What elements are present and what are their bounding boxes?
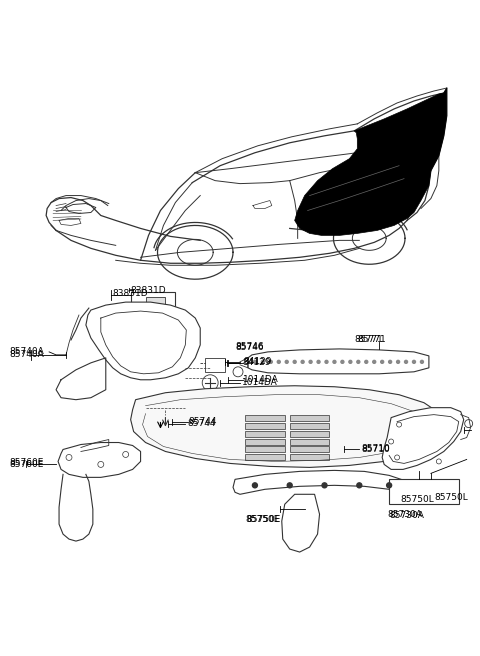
Circle shape	[309, 360, 312, 363]
Polygon shape	[131, 292, 175, 315]
Circle shape	[317, 360, 320, 363]
Polygon shape	[290, 415, 329, 420]
Polygon shape	[245, 438, 285, 445]
Text: 85750E: 85750E	[245, 515, 279, 523]
Text: 85771: 85771	[354, 335, 383, 344]
Polygon shape	[245, 447, 285, 453]
Circle shape	[262, 360, 264, 363]
Polygon shape	[86, 302, 200, 380]
Circle shape	[396, 360, 399, 363]
Circle shape	[381, 360, 384, 363]
Text: 85744: 85744	[188, 417, 217, 426]
Circle shape	[405, 360, 408, 363]
Circle shape	[301, 360, 304, 363]
Circle shape	[420, 360, 423, 363]
Polygon shape	[389, 480, 459, 504]
Circle shape	[349, 360, 352, 363]
Circle shape	[325, 360, 328, 363]
Text: 83831D: 83831D	[113, 289, 148, 298]
Circle shape	[357, 483, 362, 488]
Circle shape	[333, 360, 336, 363]
Circle shape	[252, 483, 257, 488]
Circle shape	[412, 360, 416, 363]
Text: 85771: 85771	[357, 335, 386, 344]
Circle shape	[285, 360, 288, 363]
Polygon shape	[245, 415, 285, 420]
Circle shape	[389, 360, 392, 363]
Polygon shape	[131, 386, 444, 468]
Text: 84129: 84129	[242, 358, 271, 367]
Text: 85730A: 85730A	[387, 510, 422, 519]
Circle shape	[322, 483, 327, 488]
Polygon shape	[245, 455, 285, 461]
Text: 85760E: 85760E	[9, 458, 44, 467]
Polygon shape	[233, 470, 407, 494]
Circle shape	[373, 360, 376, 363]
Circle shape	[293, 360, 296, 363]
Text: 85710: 85710	[361, 444, 390, 453]
Text: 85750E: 85750E	[246, 515, 280, 523]
Circle shape	[365, 360, 368, 363]
Text: 85710: 85710	[361, 445, 390, 454]
Polygon shape	[382, 407, 464, 470]
Circle shape	[357, 360, 360, 363]
Text: 83831D: 83831D	[131, 285, 166, 295]
Text: 85760E: 85760E	[9, 460, 44, 469]
Text: 85740A: 85740A	[9, 348, 44, 356]
Circle shape	[277, 360, 280, 363]
Polygon shape	[282, 494, 320, 552]
Text: 84129: 84129	[243, 358, 272, 366]
Circle shape	[253, 360, 256, 363]
Circle shape	[387, 483, 392, 488]
Polygon shape	[245, 430, 285, 436]
Polygon shape	[290, 422, 329, 428]
Text: 85730A: 85730A	[389, 511, 424, 520]
Circle shape	[287, 483, 292, 488]
Polygon shape	[248, 349, 429, 374]
Polygon shape	[290, 447, 329, 453]
Polygon shape	[295, 88, 447, 236]
Text: 85750L: 85750L	[435, 493, 468, 502]
Circle shape	[341, 360, 344, 363]
Polygon shape	[205, 358, 225, 372]
Polygon shape	[290, 430, 329, 436]
Polygon shape	[245, 422, 285, 428]
Text: 85746: 85746	[235, 342, 264, 352]
Text: 85740A: 85740A	[9, 350, 44, 359]
Circle shape	[269, 360, 272, 363]
Text: 1014DA: 1014DA	[243, 375, 279, 384]
Text: 1014DA: 1014DA	[242, 379, 278, 387]
Text: 85744: 85744	[187, 419, 216, 428]
Polygon shape	[290, 455, 329, 461]
Polygon shape	[145, 297, 166, 310]
Text: 85746: 85746	[235, 343, 264, 352]
Polygon shape	[290, 438, 329, 445]
Polygon shape	[58, 443, 141, 478]
Text: 85750L: 85750L	[400, 495, 434, 504]
